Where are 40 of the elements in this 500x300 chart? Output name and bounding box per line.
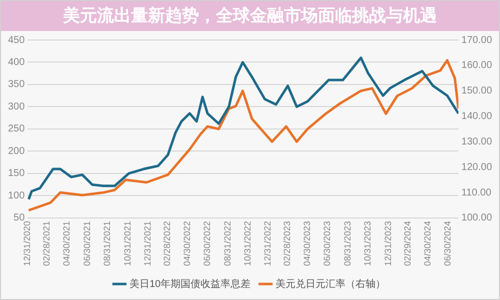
y2-tick-label: 170.00 <box>461 34 492 46</box>
x-tick-label: 10/31/2022 <box>242 220 252 266</box>
x-tick-label: 04/30/2024 <box>422 220 433 266</box>
x-tick-label: 02/29/2024 <box>402 220 413 266</box>
y2-tick-label: 130.00 <box>461 136 492 148</box>
y2-tick-label: 150.00 <box>461 86 492 97</box>
x-tick-label: 10/31/2021 <box>122 220 132 266</box>
y-tick-label: 150 <box>8 168 26 180</box>
x-tick-label: 04/30/2022 <box>182 220 192 266</box>
y2-tick-label: 160.00 <box>461 60 492 72</box>
y-tick-label: 450 <box>8 34 26 46</box>
y-tick-label: 400 <box>8 56 26 68</box>
x-tick-label: 06/30/2024 <box>442 220 453 266</box>
y-tick-label: 100 <box>8 190 26 202</box>
x-tick-label: 08/31/2022 <box>222 220 232 266</box>
x-tick-label: 06/30/2022 <box>202 220 212 266</box>
x-tick-label: 08/31/2023 <box>342 220 353 266</box>
y2-tick-label: 100.00 <box>461 212 492 224</box>
y-tick-label: 350 <box>8 79 26 90</box>
x-tick-label: 06/30/2021 <box>82 220 92 266</box>
x-tick-label: 06/30/2023 <box>322 220 332 266</box>
x-tick-label: 04/30/2021 <box>62 220 72 266</box>
x-tick-label: 02/28/2022 <box>162 220 172 266</box>
legend-label: 美元兑日元汇率（右轴） <box>276 278 386 290</box>
y-tick-label: 250 <box>8 124 26 135</box>
x-tick-label: 12/31/2022 <box>262 220 273 266</box>
y2-tick-label: 120.00 <box>461 162 492 173</box>
y2-tick-label: 140.00 <box>461 111 492 122</box>
x-tick-label: 02/28/2021 <box>42 220 52 266</box>
x-tick-label: 12/31/2023 <box>382 220 393 266</box>
y-tick-label: 300 <box>8 101 26 112</box>
y2-tick-label: 110.00 <box>461 187 492 198</box>
legend-label: 美日10年期国债收益率息差 <box>129 278 251 290</box>
x-tick-label: 02/28/2023 <box>282 220 292 266</box>
x-tick-label: 12/31/2021 <box>142 220 152 266</box>
x-tick-label: 10/31/2023 <box>362 220 373 266</box>
x-tick-label: 04/30/2023 <box>302 220 312 266</box>
chart-title: 美元流出量新趋势，全球金融市场面临挑战与机遇 <box>1 1 499 31</box>
y-tick-label: 200 <box>8 146 26 157</box>
x-tick-label: 08/31/2021 <box>102 220 112 266</box>
